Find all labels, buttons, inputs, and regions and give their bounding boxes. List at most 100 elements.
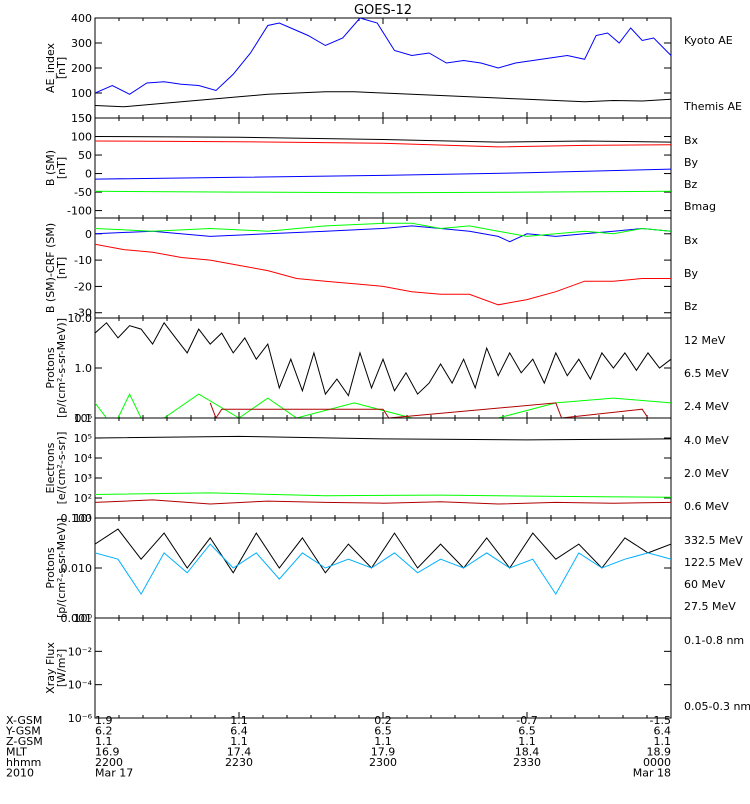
y-axis-label: B (SM) bbox=[44, 150, 57, 186]
y-tick-label: 300 bbox=[71, 37, 92, 50]
footer-value: 0000 bbox=[643, 756, 671, 769]
series-line-2-4-mev bbox=[95, 321, 671, 397]
legend-label: By bbox=[684, 267, 699, 280]
footer-value: 16.9 bbox=[95, 746, 120, 759]
legend-label: 2.4 MeV bbox=[684, 400, 729, 413]
series-line-kyoto-ae bbox=[95, 18, 671, 95]
y-tick-label: 10² bbox=[74, 492, 92, 505]
panel-4: 10.0 1.0 0.1 Protons[p/(cm²-s-sr-MeV)] 12 Me… bbox=[44, 312, 729, 425]
y-tick-label: 0.100 bbox=[61, 512, 93, 525]
footer-value: 1.1 bbox=[230, 735, 248, 748]
y-tick-label: 0 bbox=[85, 168, 92, 181]
series-line-6-5-mev bbox=[95, 392, 671, 418]
footer-value: 17.9 bbox=[371, 746, 396, 759]
y-tick-label: 10⁰ bbox=[74, 612, 93, 625]
y-tick-label: -30 bbox=[74, 307, 92, 320]
y-tick-label: 10¹ bbox=[74, 512, 92, 525]
footer-value: 1.1 bbox=[374, 735, 392, 748]
series-line-12-mev bbox=[209, 402, 649, 418]
y-tick-label: 50 bbox=[78, 149, 92, 162]
footer-value: 2230 bbox=[225, 756, 253, 769]
y-tick-label: 100 bbox=[71, 131, 92, 144]
legend-label: 27.5 MeV bbox=[684, 600, 736, 613]
panel-frame bbox=[94, 217, 672, 319]
panel-1: 0 100 200 300 400 AE_index[nT] Kyoto AE Themis … bbox=[44, 12, 742, 125]
y-tick-label: 1.0 bbox=[75, 362, 93, 375]
y-tick-label: 0 bbox=[85, 112, 92, 125]
y-tick-label: 0 bbox=[85, 228, 92, 241]
series-line-by bbox=[95, 190, 671, 194]
panel-6: 0.100 0.010 0.001 Protons[p/(cm²-s-sr-MeV)]… bbox=[44, 512, 743, 625]
panel-frame bbox=[94, 617, 672, 719]
series-line-by bbox=[95, 222, 671, 237]
y-axis-label: [p/(cm²-s-sr-MeV)] bbox=[55, 318, 68, 418]
legend-label: 0.1-0.8 nm bbox=[684, 634, 744, 647]
footer-value: Mar 18 bbox=[633, 767, 671, 780]
y-tick-label: 0.001 bbox=[61, 612, 93, 625]
legend-label: Bz bbox=[684, 178, 698, 191]
y-tick-label: 10⁻⁶ bbox=[68, 712, 93, 725]
y-tick-label: -50 bbox=[74, 186, 92, 199]
panel-3: 0 -10 -20 -30 B (SM)-CRF (SM)[nT] Bx By Bz bbox=[44, 217, 699, 320]
footer-value: 1.1 bbox=[654, 735, 672, 748]
series-line-bx bbox=[95, 225, 671, 243]
chart-title: GOES-12 bbox=[354, 3, 412, 18]
y-tick-label: 10⁵ bbox=[74, 432, 92, 445]
panel-frame bbox=[94, 317, 672, 419]
footer-value: 0.2 bbox=[374, 714, 392, 727]
legend-label: Bz bbox=[684, 300, 698, 313]
legend-label: 6.5 MeV bbox=[684, 367, 729, 380]
series-line-2-0-mev bbox=[95, 492, 671, 498]
footer-value: 6.2 bbox=[95, 725, 113, 738]
footer-value: Mar 17 bbox=[95, 767, 133, 780]
legend-label: 332.5 MeV bbox=[684, 534, 743, 547]
series-line-27-5-mev bbox=[95, 528, 671, 574]
legend-label: 12 MeV bbox=[684, 334, 726, 347]
y-tick-label: -10 bbox=[74, 254, 92, 267]
legend-label: Bx bbox=[684, 134, 699, 147]
y-axis-label: [e/(cm²-s-sr)] bbox=[55, 432, 68, 505]
panel-7: 10⁰ 10⁻² 10⁻⁴ 10⁻⁶ Xray Flux[W/m²] 0.1-0.8 nm… bbox=[44, 612, 750, 725]
footer-value: 2200 bbox=[95, 756, 123, 769]
footer-value: -1.5 bbox=[650, 714, 671, 727]
legend-label: Bx bbox=[684, 234, 699, 247]
footer-row-label: MLT bbox=[6, 746, 27, 759]
legend-label: 0.6 MeV bbox=[684, 500, 729, 513]
series-line-bx bbox=[95, 140, 671, 148]
y-axis-label: [nT] bbox=[55, 57, 68, 79]
y-axis-label: [nT] bbox=[55, 157, 68, 179]
footer-value: 6.4 bbox=[654, 725, 672, 738]
y-axis-label: [W/m²] bbox=[55, 649, 68, 687]
footer-value: 17.4 bbox=[227, 746, 252, 759]
y-tick-label: 10⁻² bbox=[68, 645, 92, 658]
y-tick-label: 10⁴ bbox=[74, 452, 93, 465]
y-tick-label: 10.0 bbox=[68, 312, 93, 325]
series-line-bmag bbox=[95, 136, 671, 143]
legend-label: 2.0 MeV bbox=[684, 467, 729, 480]
y-tick-label: 0.010 bbox=[61, 562, 93, 575]
y-tick-label: 100 bbox=[71, 87, 92, 100]
footer-value: 18.9 bbox=[647, 746, 672, 759]
y-axis-label: [nT] bbox=[55, 257, 68, 279]
footer-row-label: Y-GSM bbox=[5, 725, 41, 738]
y-axis-label: [p/(cm²-s-sr-MeV)] bbox=[55, 518, 68, 618]
legend-label: 4.0 MeV bbox=[684, 434, 729, 447]
panel-frame bbox=[94, 117, 672, 219]
y-axis-label: Protons bbox=[44, 547, 57, 588]
footer-value: 1.9 bbox=[95, 714, 113, 727]
panel-2: 150 100 50 0 -50 -100 B (SM)[nT] Bx By Bz Bmag bbox=[44, 112, 716, 219]
panel-5: 10⁶ 10⁵ 10⁴ 10³ 10² 10¹ Electrons[e/(cm²-s-sr)… bbox=[44, 412, 729, 525]
y-tick-label: -100 bbox=[67, 205, 92, 218]
footer-value: 2330 bbox=[513, 756, 541, 769]
y-tick-label: -20 bbox=[74, 280, 92, 293]
footer-value: 1.1 bbox=[95, 735, 113, 748]
y-tick-label: 0.1 bbox=[75, 412, 93, 425]
footer-value: 1.1 bbox=[230, 714, 248, 727]
footer-value: 1.1 bbox=[518, 735, 536, 748]
coordinate-footer: X-GSMY-GSMZ-GSMMLThhmm20101.96.21.116.92… bbox=[5, 714, 671, 780]
y-tick-label: 10⁶ bbox=[74, 412, 93, 425]
footer-row-label: Z-GSM bbox=[6, 735, 43, 748]
